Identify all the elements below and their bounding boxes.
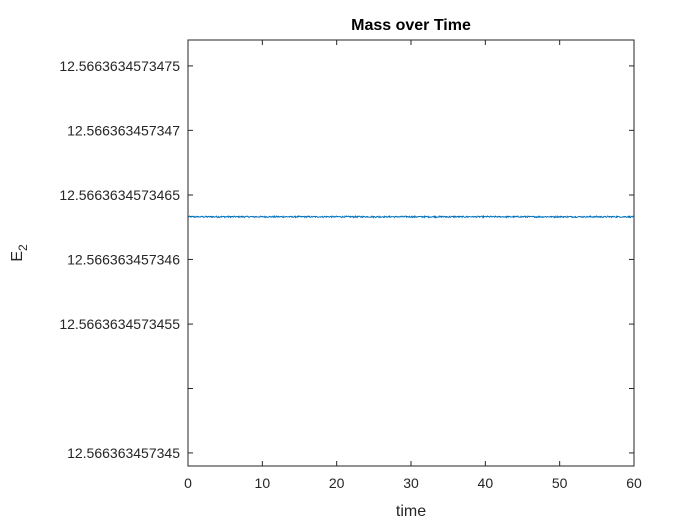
chart-title: Mass over Time [351,17,471,34]
y-tick-label: 12.566363457347 [67,122,180,138]
x-tick-label: 60 [626,475,642,491]
x-tick-label: 0 [184,475,192,491]
y-axis-label: E2 [9,244,30,262]
y-tick-label: 12.566363457345 [67,445,180,461]
plot-area [188,40,634,466]
y-axis-label-subscript: 2 [16,244,30,251]
y-axis-ticks: 12.5663634573475 12.566363457347 12.566363… [59,58,634,461]
x-axis-label: time [396,503,426,520]
svg-text:E2: E2 [9,244,30,262]
x-tick-label: 30 [403,475,419,491]
x-tick-label: 20 [329,475,345,491]
x-tick-label: 10 [255,475,271,491]
x-tick-label: 40 [478,475,494,491]
x-axis-ticks: 0 10 20 30 40 50 60 [184,40,642,491]
y-tick-label: 12.5663634573455 [59,316,180,332]
axes-box [187,39,635,467]
y-tick-label: 12.5663634573465 [59,187,180,203]
y-tick-label: 12.5663634573475 [59,58,180,74]
y-tick-label: 12.566363457346 [67,251,180,267]
x-tick-label: 50 [552,475,568,491]
series-line-0 [187,214,635,219]
y-axis-label-base: E [9,251,26,262]
series-group [187,214,635,219]
